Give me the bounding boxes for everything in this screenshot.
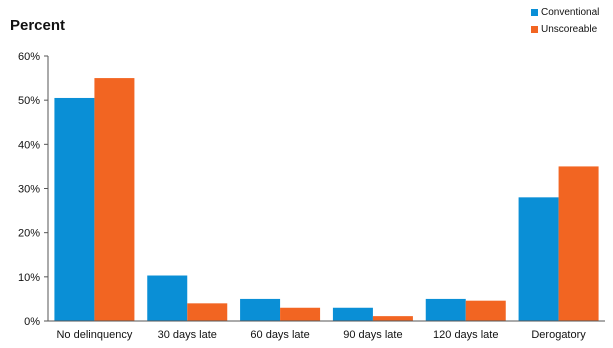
y-tick-label: 0% <box>24 316 40 328</box>
x-tick-label: 60 days late <box>250 329 309 341</box>
bar-conventional-4 <box>332 307 373 321</box>
legend-label-unscoreable: Unscoreable <box>541 24 598 35</box>
y-tick-label: 40% <box>18 139 40 151</box>
y-tick-label: 60% <box>18 51 40 63</box>
bar-unscoreable-1 <box>94 78 135 321</box>
bar-unscoreable-4 <box>372 316 413 321</box>
x-tick-label: No delinquency <box>56 329 132 341</box>
x-tick-label: Derogatory <box>531 329 586 341</box>
x-tick-label: 120 days late <box>433 329 498 341</box>
legend-swatch-unscoreable <box>531 26 538 33</box>
bar-conventional-5 <box>425 298 466 321</box>
bar-conventional-3 <box>240 298 281 321</box>
y-tick-label: 20% <box>18 228 40 240</box>
x-tick-label: 30 days late <box>158 329 217 341</box>
bar-unscoreable-3 <box>280 307 321 321</box>
bar-conventional-1 <box>54 97 95 321</box>
bar-unscoreable-2 <box>187 303 228 321</box>
bar-unscoreable-5 <box>465 300 506 321</box>
legend: Conventional Unscoreable <box>531 4 599 38</box>
y-axis-title: Percent <box>10 17 66 34</box>
legend-label-conventional: Conventional <box>541 7 600 18</box>
x-tick-label: 90 days late <box>343 329 402 341</box>
bar-unscoreable-6 <box>558 166 599 321</box>
legend-item-conventional: Conventional <box>531 4 599 21</box>
legend-item-unscoreable: Unscoreable <box>531 21 599 38</box>
legend-swatch-conventional <box>531 9 538 16</box>
bar-conventional-6 <box>518 197 559 321</box>
y-tick-label: 30% <box>18 184 40 196</box>
y-tick-label: 50% <box>18 95 40 107</box>
bar-conventional-2 <box>147 275 188 321</box>
y-tick-label: 10% <box>18 272 40 284</box>
